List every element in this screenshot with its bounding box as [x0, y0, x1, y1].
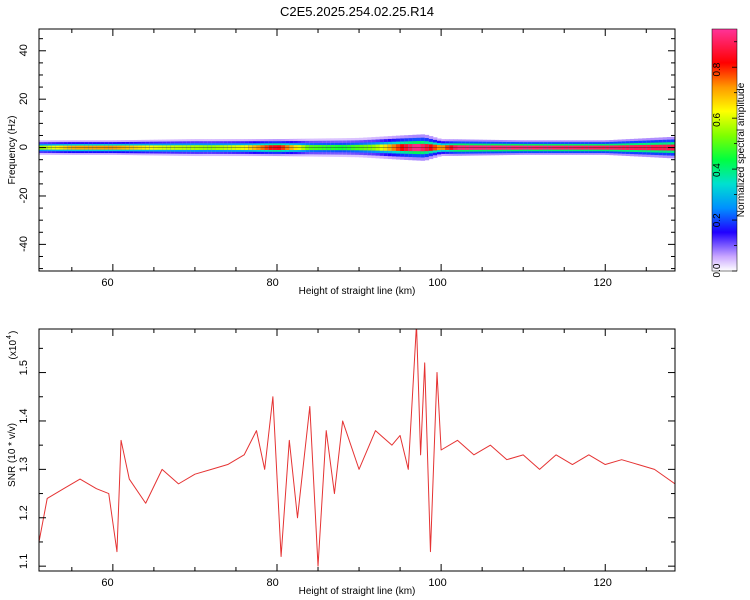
- snr-xtick-0: 60: [101, 577, 113, 589]
- heatmap-xtick-1: 80: [266, 277, 278, 289]
- snr-xtick-3: 120: [594, 577, 612, 589]
- heatmap-ylabel: Frequency (Hz): [7, 116, 18, 185]
- snr-multiplier-close: ): [8, 331, 19, 334]
- colorbar-tick-4: 0.8: [712, 62, 723, 76]
- snr-ytick-2: 1.3: [18, 457, 30, 472]
- heatmap-marks: [39, 134, 675, 161]
- colorbar-tick-1: 0.2: [712, 213, 723, 227]
- colorbar-label: Normalized spectral amplitude: [736, 82, 747, 217]
- snr-ytick-0: 1.1: [18, 554, 30, 569]
- heatmap-frame: [38, 28, 676, 272]
- heatmap-xlabel: Height of straight line (km): [299, 286, 416, 297]
- snr-multiplier: (x10 4 ): [6, 331, 19, 360]
- snr-xlabel: Height of straight line (km): [299, 586, 416, 597]
- snr-multiplier-exp: 4: [6, 335, 13, 339]
- heatmap-ytick-3: -20: [18, 188, 30, 204]
- chart-title: C2E5.2025.254.02.25.R14: [280, 4, 434, 19]
- heatmap-xtick-0: 60: [101, 277, 113, 289]
- heatmap-ticks: [39, 29, 675, 271]
- colorbar: 0.0 0.2 0.4 0.6 0.8 Normalized spectral …: [711, 28, 747, 277]
- colorbar-tick-0: 0.0: [712, 263, 723, 277]
- heatmap-ytick-1: 20: [18, 93, 30, 105]
- colorbar-tick-2: 0.4: [712, 163, 723, 177]
- heatmap-xtick-3: 120: [594, 277, 612, 289]
- heatmap-xtick-2: 100: [428, 277, 446, 289]
- snr-xtick-1: 80: [266, 577, 278, 589]
- heatmap-ytick-2: 0: [18, 144, 30, 150]
- snr-frame: [38, 328, 676, 572]
- snr-ytick-1: 1.2: [18, 505, 30, 520]
- snr-plot-area: [39, 329, 675, 571]
- snr-ticks: [39, 329, 675, 571]
- snr-xtick-2: 100: [428, 577, 446, 589]
- heatmap-panel: 60 80 100 120 Height of straight line (k…: [7, 28, 676, 297]
- colorbar-gradient: [711, 28, 738, 272]
- snr-series-line: [39, 329, 675, 567]
- heatmap-ytick-4: -40: [18, 236, 30, 252]
- snr-multiplier-base: (x10: [8, 340, 19, 360]
- snr-ytick-3: 1.4: [18, 408, 30, 423]
- colorbar-ticks: [732, 41, 737, 272]
- snr-ytick-4: 1.5: [18, 360, 30, 375]
- heatmap-ytick-0: 40: [18, 44, 30, 56]
- snr-ylabel: SNR (10 * v/v): [7, 423, 18, 487]
- snr-marks: [39, 329, 675, 567]
- colorbar-tick-3: 0.6: [712, 113, 723, 127]
- snr-panel: 60 80 100 120 Height of straight line (k…: [6, 328, 676, 597]
